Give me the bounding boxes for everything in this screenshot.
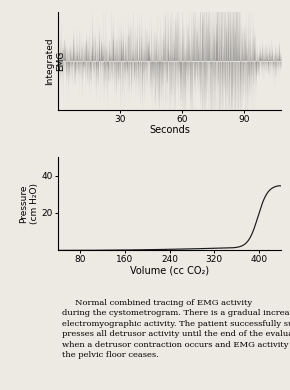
X-axis label: Seconds: Seconds bbox=[149, 125, 190, 135]
Y-axis label: Integrated
EMG: Integrated EMG bbox=[46, 37, 65, 85]
X-axis label: Volume (cc CO₂): Volume (cc CO₂) bbox=[130, 266, 209, 276]
Y-axis label: Pressure
(cm H₂O): Pressure (cm H₂O) bbox=[20, 183, 39, 224]
Text: Normal combined tracing of EMG activity
during the cystometrogram. There is a gr: Normal combined tracing of EMG activity … bbox=[62, 299, 290, 359]
